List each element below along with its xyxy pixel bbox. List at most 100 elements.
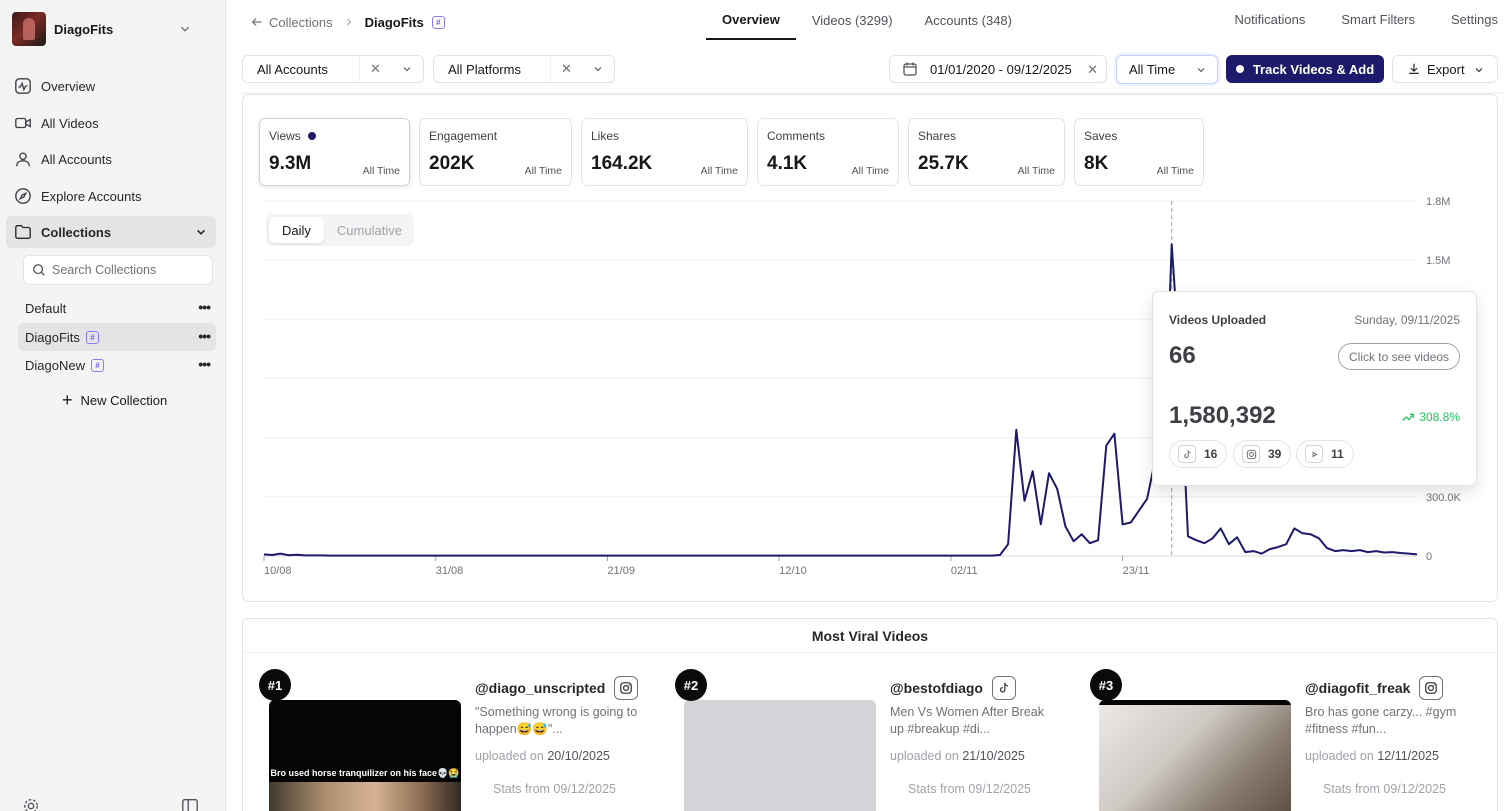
- metric-period: All Time: [362, 165, 400, 177]
- instagram-icon: [614, 676, 639, 700]
- folder-icon: [15, 225, 31, 239]
- rank-badge: #1: [259, 669, 291, 701]
- toggle-daily[interactable]: Daily: [269, 217, 324, 243]
- arrow-left-icon: [251, 18, 262, 26]
- metric-card-saves[interactable]: Saves 8K All Time: [1074, 118, 1204, 186]
- chevron-down-icon: [181, 26, 189, 32]
- export-button[interactable]: Export: [1392, 55, 1498, 83]
- top-links: Notifications Smart Filters Settings: [1199, 12, 1498, 27]
- settings-link[interactable]: Settings: [1451, 12, 1498, 27]
- divider: [243, 652, 1497, 653]
- platforms-filter[interactable]: All Platforms ✕: [433, 55, 615, 83]
- clear-icon[interactable]: ✕: [550, 56, 582, 82]
- notifications-link[interactable]: Notifications: [1234, 12, 1306, 27]
- date-range-value: 01/01/2020 - 09/12/2025: [930, 61, 1072, 77]
- video-thumbnail[interactable]: [684, 700, 876, 811]
- nav-explore-accounts[interactable]: Explore Accounts: [6, 180, 216, 212]
- search-collections-input[interactable]: [52, 263, 202, 277]
- workspace-avatar: [12, 12, 46, 46]
- hash-icon: #: [431, 15, 445, 29]
- video-description: Men Vs Women After Break up #breakup #di…: [890, 705, 1044, 736]
- tiktok-icon: [1178, 445, 1196, 463]
- calendar-icon: [903, 62, 917, 76]
- see-videos-button[interactable]: Click to see videos: [1337, 343, 1460, 370]
- video-icon: [15, 117, 31, 129]
- clear-icon[interactable]: ✕: [1087, 62, 1098, 77]
- accounts-filter-value: All Accounts: [257, 61, 328, 77]
- nav-collections[interactable]: Collections: [6, 216, 216, 248]
- video-thumbnail[interactable]: [1099, 700, 1291, 811]
- chevron-down-icon: [1475, 68, 1483, 73]
- search-collections[interactable]: [23, 255, 213, 285]
- platform-pill-instagram: 39: [1233, 440, 1292, 468]
- video-handle[interactable]: @bestofdiago: [890, 676, 1016, 700]
- video-handle-text: @bestofdiago: [890, 680, 983, 696]
- metric-card-engagement[interactable]: Engagement 202K All Time: [419, 118, 572, 186]
- metric-period: All Time: [851, 165, 889, 177]
- video-thumbnail[interactable]: Bro used horse tranquilizer on his face💀…: [269, 700, 461, 811]
- instagram-icon: [1242, 445, 1260, 463]
- platform-count: 11: [1331, 447, 1344, 461]
- metric-card-comments[interactable]: Comments 4.1K All Time: [757, 118, 899, 186]
- chevron-down-icon: [196, 229, 206, 235]
- breadcrumb-parent[interactable]: Collections: [250, 15, 333, 30]
- tooltip-title: Videos Uploaded: [1169, 313, 1267, 327]
- metric-title: Engagement: [429, 129, 498, 143]
- metric-period: All Time: [1156, 165, 1194, 177]
- trend-up-icon: [1402, 413, 1415, 421]
- nav-label: Collections: [41, 224, 112, 240]
- breadcrumb-parent-label: Collections: [269, 14, 333, 30]
- tab-videos[interactable]: Videos (3299): [811, 12, 893, 28]
- activity-icon: [15, 78, 31, 94]
- metric-period: All Time: [524, 165, 562, 177]
- smart-filters-link[interactable]: Smart Filters: [1341, 12, 1416, 27]
- collection-default[interactable]: Default •••: [18, 294, 216, 322]
- nav-all-videos[interactable]: All Videos: [6, 107, 216, 139]
- metric-card-likes[interactable]: Likes 164.2K All Time: [581, 118, 748, 186]
- nav-all-accounts[interactable]: All Accounts: [6, 143, 216, 175]
- collection-label: Default: [25, 300, 67, 316]
- platforms-filter-value: All Platforms: [448, 61, 521, 77]
- video-stats-date: Stats from 09/12/2025: [493, 782, 616, 796]
- more-icon[interactable]: •••: [198, 328, 211, 344]
- period-select[interactable]: All Time: [1116, 55, 1218, 84]
- metric-card-shares[interactable]: Shares 25.7K All Time: [908, 118, 1065, 186]
- sidebar: DiagoFits Overview All Videos All Accoun…: [0, 0, 226, 811]
- metric-title: Likes: [591, 129, 620, 143]
- video-stats-date: Stats from 09/12/2025: [908, 782, 1031, 796]
- track-videos-button[interactable]: Track Videos & Add: [1226, 55, 1384, 83]
- accounts-filter[interactable]: All Accounts ✕: [242, 55, 424, 83]
- video-handle-text: @diagofit_freak: [1305, 680, 1411, 696]
- tab-overview[interactable]: Overview: [706, 0, 796, 40]
- period-value: All Time: [1129, 62, 1176, 77]
- tooltip-views: 1,580,392: [1169, 402, 1276, 429]
- collection-diagofits[interactable]: DiagoFits # •••: [18, 323, 216, 351]
- video-uploaded: uploaded on 21/10/2025: [890, 749, 1025, 763]
- metric-card-views[interactable]: Views 9.3M All Time: [259, 118, 410, 186]
- platform-pill-youtube: 11: [1296, 440, 1354, 468]
- more-icon[interactable]: •••: [198, 299, 211, 315]
- video-handle[interactable]: @diago_unscripted: [475, 676, 639, 700]
- video-handle-text: @diago_unscripted: [475, 680, 606, 696]
- new-collection-button[interactable]: + New Collection: [62, 391, 167, 409]
- collection-diagonew[interactable]: DiagoNew # •••: [18, 351, 216, 379]
- video-description: Bro has gone carzy... #gym #fitness #fun…: [1305, 705, 1457, 736]
- collection-label: DiagoFits: [25, 329, 80, 345]
- metric-value: 25.7K: [918, 153, 969, 174]
- tab-accounts[interactable]: Accounts (348): [924, 12, 1012, 28]
- clear-icon[interactable]: ✕: [359, 56, 391, 82]
- toggle-cumulative[interactable]: Cumulative: [336, 222, 402, 238]
- video-handle[interactable]: @diagofit_freak: [1305, 676, 1444, 700]
- sidebar-toggle-icon[interactable]: [181, 797, 199, 811]
- most-viral-title: Most Viral Videos: [811, 628, 929, 644]
- tooltip-date: Sunday, 09/11/2025: [1354, 313, 1460, 327]
- workspace-switcher[interactable]: DiagoFits: [12, 12, 212, 46]
- more-icon[interactable]: •••: [198, 356, 211, 372]
- chevron-down-icon[interactable]: [391, 56, 423, 82]
- rank-badge: #2: [675, 669, 707, 701]
- metric-title: Views: [269, 129, 316, 143]
- settings-icon[interactable]: [22, 797, 40, 811]
- nav-overview[interactable]: Overview: [6, 70, 216, 102]
- date-range-picker[interactable]: 01/01/2020 - 09/12/2025 ✕: [889, 55, 1107, 83]
- chevron-down-icon[interactable]: [582, 56, 614, 82]
